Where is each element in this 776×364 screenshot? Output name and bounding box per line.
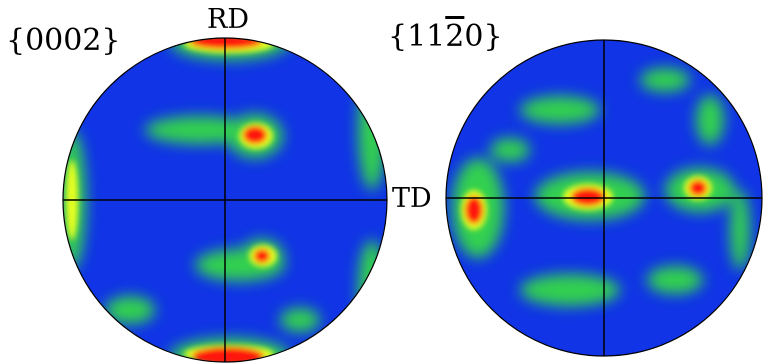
pole-figure-1120-intensity — [452, 68, 750, 306]
pole-figure-1120-label-close: 0} — [464, 19, 503, 54]
rd-axis-label: RD — [207, 4, 249, 35]
pole-figure-0002 — [62, 37, 388, 363]
pole-figure-1120-label-bar: 2 — [445, 19, 465, 54]
pole-figure-0002-label: {0002} — [6, 23, 121, 58]
td-axis-label: TD — [392, 183, 432, 214]
pole-figure-0002-intensity — [63, 38, 386, 362]
pole-figure-1120-label-open: {11 — [388, 19, 446, 54]
pole-figure-1120 — [445, 39, 763, 357]
pole-figure-1120-label: {1120} — [388, 22, 503, 52]
